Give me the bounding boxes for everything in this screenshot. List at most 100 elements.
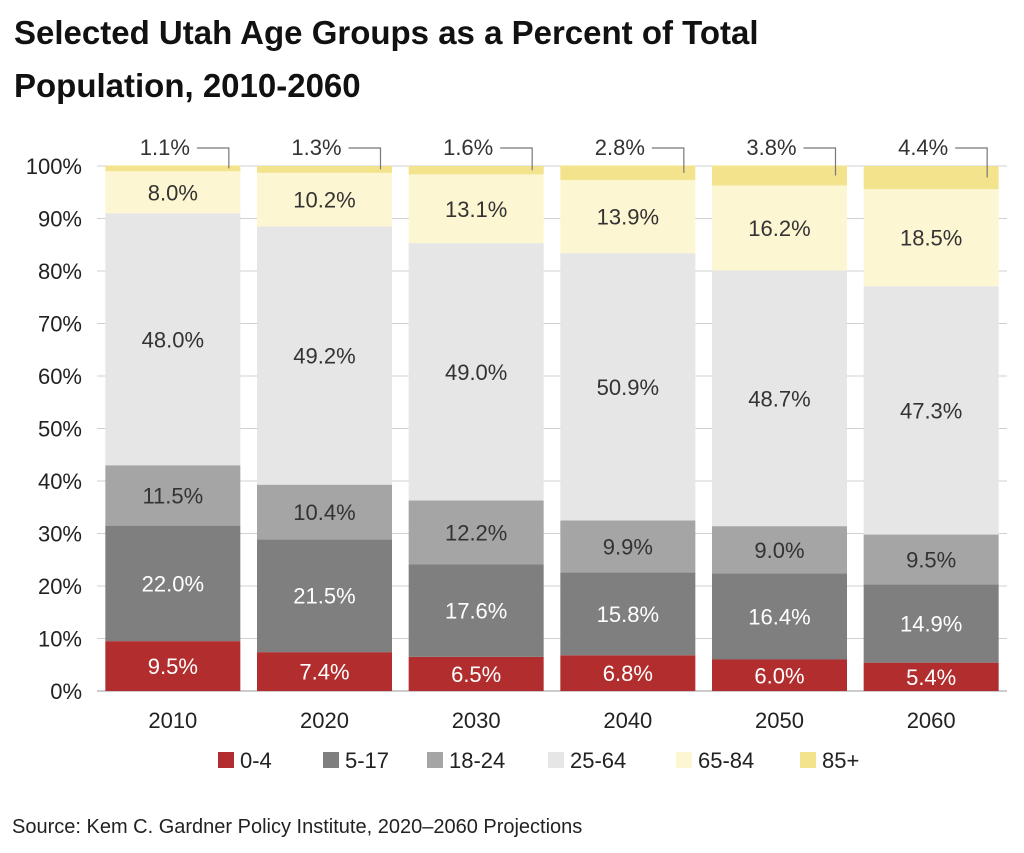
data-label: 17.6%	[445, 599, 507, 624]
data-label: 12.2%	[445, 520, 507, 545]
data-label: 7.4%	[299, 660, 349, 685]
bar-segment-25-64	[863, 286, 999, 535]
bar-segment-5-17	[712, 573, 847, 660]
bar-segment-5-17	[560, 572, 696, 656]
bar-segment-25-64	[712, 270, 847, 527]
data-label: 15.8%	[597, 602, 659, 627]
legend-swatch	[218, 752, 234, 768]
x-tick-label: 2030	[452, 708, 501, 733]
bar-segment-18-24	[863, 534, 999, 585]
data-label: 8.0%	[148, 180, 198, 205]
legend-label: 5-17	[345, 748, 389, 773]
bar-segment-5-17	[863, 584, 999, 663]
y-tick-label: 20%	[38, 574, 82, 599]
bar-segment-5-17	[105, 525, 241, 642]
bar-segment-5-17	[408, 564, 544, 657]
bar-segment-18-24	[105, 465, 241, 526]
bar-segment-0-4	[863, 662, 999, 691]
data-label: 6.0%	[754, 663, 804, 688]
bar-segment-65-84	[257, 172, 392, 227]
y-tick-label: 80%	[38, 259, 82, 284]
data-label: 9.5%	[906, 547, 956, 572]
data-label: 6.8%	[603, 661, 653, 686]
data-label: 18.5%	[900, 226, 962, 251]
legend-swatch	[323, 752, 339, 768]
data-label: 16.4%	[748, 604, 810, 629]
data-label: 50.9%	[597, 375, 659, 400]
y-tick-label: 90%	[38, 207, 82, 232]
y-tick-label: 100%	[26, 154, 82, 179]
data-label: 1.3%	[291, 135, 341, 160]
bar-segment-65-84	[408, 174, 544, 244]
data-label: 14.9%	[900, 612, 962, 637]
label-leader-line	[500, 147, 533, 171]
data-label: 21.5%	[293, 584, 355, 609]
x-tick-label: 2020	[300, 708, 349, 733]
data-label: 48.7%	[748, 386, 810, 411]
x-tick-label: 2010	[148, 708, 197, 733]
y-tick-label: 30%	[38, 522, 82, 547]
bar-segment-85+	[257, 166, 392, 173]
bar-segment-18-24	[560, 520, 696, 573]
label-leader-line	[348, 147, 382, 170]
bar-segment-0-4	[257, 652, 392, 691]
y-tick-label: 40%	[38, 469, 82, 494]
bar-segment-25-64	[257, 226, 392, 485]
x-tick-label: 2050	[755, 708, 804, 733]
bar-segment-18-24	[712, 526, 847, 574]
label-leader-line	[803, 147, 837, 176]
data-label: 47.3%	[900, 398, 962, 423]
y-tick-label: 50%	[38, 417, 82, 442]
bar-segment-18-24	[257, 484, 392, 540]
label-leader-line	[196, 147, 230, 169]
chart-title: Selected Utah Age Groups as a Percent of…	[14, 14, 759, 104]
bar-segment-5-17	[257, 539, 392, 653]
data-label: 16.2%	[748, 216, 810, 241]
data-label: 9.0%	[754, 538, 804, 563]
legend-label: 0-4	[240, 748, 272, 773]
y-tick-label: 70%	[38, 312, 82, 337]
x-tick-label: 2040	[603, 708, 652, 733]
legend-label: 18-24	[449, 748, 505, 773]
bar-segment-18-24	[408, 500, 544, 565]
label-leader-line	[651, 147, 685, 173]
source-note: Source: Kem C. Gardner Policy Institute,…	[12, 816, 583, 838]
legend-label: 85+	[822, 748, 859, 773]
bar-segment-25-64	[105, 213, 241, 466]
bar-segment-65-84	[105, 171, 241, 214]
x-tick-label: 2060	[907, 708, 956, 733]
bar-segment-85+	[863, 166, 999, 190]
bar-segment-65-84	[863, 189, 999, 287]
data-label: 49.0%	[445, 360, 507, 385]
bar-segment-85+	[408, 166, 544, 175]
data-label: 4.4%	[898, 135, 948, 160]
data-label: 13.1%	[445, 197, 507, 222]
bar-segment-0-4	[712, 659, 847, 691]
legend-swatch	[548, 752, 564, 768]
bar-segment-85+	[560, 165, 696, 181]
data-label: 3.8%	[746, 135, 796, 160]
bar-segment-0-4	[105, 641, 241, 691]
legend-swatch	[676, 752, 692, 768]
data-label: 1.6%	[443, 135, 493, 160]
data-label: 5.4%	[906, 665, 956, 690]
data-label: 10.4%	[293, 500, 355, 525]
y-tick-label: 60%	[38, 364, 82, 389]
bar-segment-65-84	[560, 180, 696, 254]
legend-label: 65-84	[698, 748, 754, 773]
y-tick-label: 0%	[50, 679, 82, 704]
data-label: 9.5%	[148, 654, 198, 679]
bar-segment-25-64	[408, 243, 544, 501]
data-label: 49.2%	[293, 344, 355, 369]
bar-segment-0-4	[560, 655, 696, 691]
y-tick-label: 10%	[38, 627, 82, 652]
bar-segment-85+	[712, 165, 847, 186]
data-label: 48.0%	[142, 327, 204, 352]
legend-swatch	[800, 752, 816, 768]
data-label: 11.5%	[142, 483, 203, 508]
data-label: 13.9%	[597, 205, 659, 230]
data-label: 10.2%	[293, 188, 355, 213]
data-label: 1.1%	[140, 135, 190, 160]
data-label: 2.8%	[595, 135, 645, 160]
